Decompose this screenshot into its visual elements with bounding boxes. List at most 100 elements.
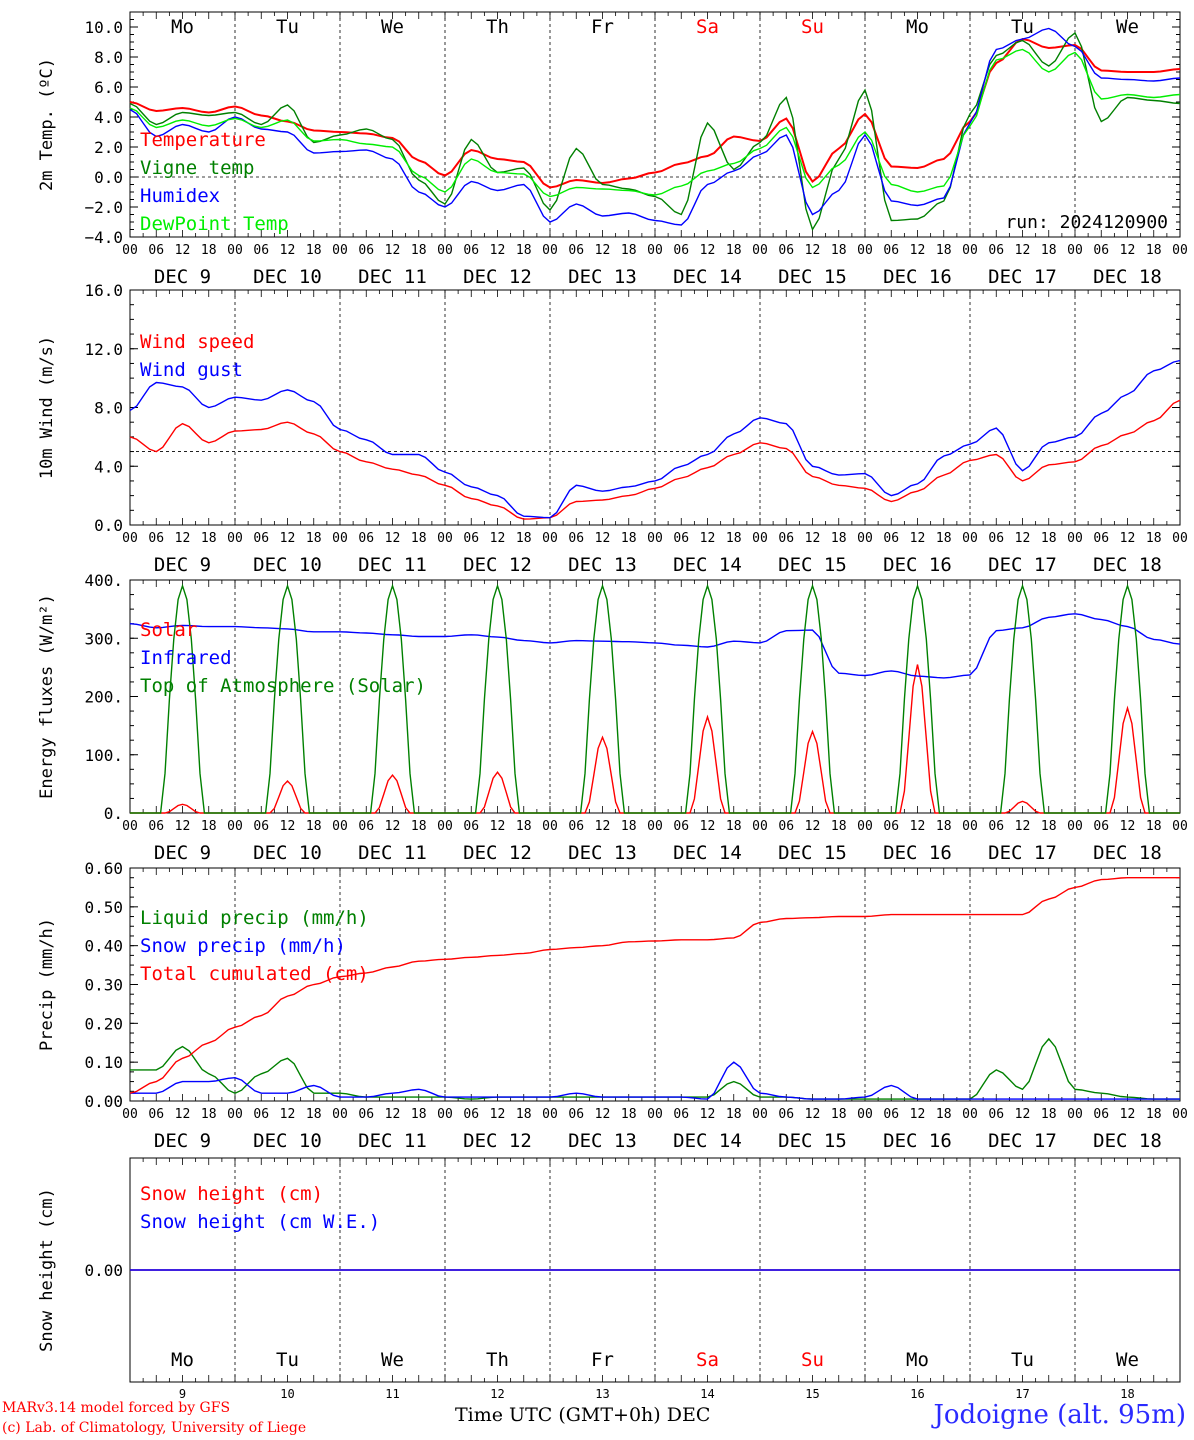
day-label: DEC 15 xyxy=(778,842,847,864)
hour-tick-label: 18 xyxy=(621,531,637,546)
hour-tick-label: 12 xyxy=(1015,531,1031,546)
panel-1: −4.0 −2.0 0.0 2.0 4.0 6.0 8.0 10.0 2m Temp. (ºC)… xyxy=(37,11,1188,288)
hour-tick-label: 18 xyxy=(1146,243,1162,258)
hour-tick-label: 00 xyxy=(227,819,243,834)
hour-tick-label: 12 xyxy=(910,1107,926,1122)
weekday-label-top: Tu xyxy=(276,16,299,38)
day-label: DEC 18 xyxy=(1093,554,1162,576)
day-label: DEC 10 xyxy=(253,1130,322,1152)
hour-tick-label: 06 xyxy=(1093,243,1109,258)
hour-tick-label: 12 xyxy=(280,243,296,258)
hour-tick-label: 06 xyxy=(778,531,794,546)
hour-tick-label: 06 xyxy=(358,531,374,546)
model-credit: MARv3.14 model forced by GFS xyxy=(2,1400,231,1416)
day-label: DEC 10 xyxy=(253,266,322,288)
hour-tick-label: 12 xyxy=(700,243,716,258)
station-name: Jodoigne (alt. 95m) xyxy=(933,1400,1186,1430)
hour-tick-label: 18 xyxy=(726,1107,742,1122)
hour-tick-label: 00 xyxy=(437,1107,453,1122)
day-label: DEC 12 xyxy=(463,554,532,576)
hour-tick-label: 06 xyxy=(1093,819,1109,834)
hour-tick-label: 00 xyxy=(647,243,663,258)
y-tick-label: 0.50 xyxy=(84,898,123,917)
hour-tick-label: 18 xyxy=(1041,243,1057,258)
day-label: DEC 11 xyxy=(358,1130,427,1152)
hour-tick-label: 00 xyxy=(332,819,348,834)
day-label: DEC 14 xyxy=(673,1130,742,1152)
hour-tick-label: 00 xyxy=(437,531,453,546)
day-label: DEC 16 xyxy=(883,1130,952,1152)
day-label: DEC 15 xyxy=(778,554,847,576)
weekday-label-bottom: Fr xyxy=(591,1349,614,1371)
hour-tick-label: 12 xyxy=(595,243,611,258)
hour-tick-label: 06 xyxy=(463,531,479,546)
weekday-label-bottom: Mo xyxy=(906,1349,929,1371)
hour-tick-label: 18 xyxy=(1146,1107,1162,1122)
hour-tick-label: 18 xyxy=(306,1107,322,1122)
hour-tick-label: 06 xyxy=(1093,531,1109,546)
y-tick-label: 2.0 xyxy=(94,138,123,157)
series-line-snow-precip-mm-h- xyxy=(130,1061,1180,1100)
hour-tick-label: 00 xyxy=(227,531,243,546)
hour-tick-label: 12 xyxy=(805,243,821,258)
weekday-label-top: Mo xyxy=(906,16,929,38)
hour-tick-label: 00 xyxy=(962,531,978,546)
hour-tick-label: 00 xyxy=(1172,819,1188,834)
y-axis-label: 2m Temp. (ºC) xyxy=(37,58,57,191)
hour-tick-label: 00 xyxy=(857,1107,873,1122)
weekday-label-bottom: Su xyxy=(801,1349,824,1371)
hour-tick-label: 00 xyxy=(857,819,873,834)
hour-tick-label: 06 xyxy=(463,1107,479,1122)
day-label: DEC 9 xyxy=(154,1130,211,1152)
day-label: DEC 15 xyxy=(778,266,847,288)
hour-tick-label: 12 xyxy=(700,531,716,546)
hour-tick-label: 18 xyxy=(201,1107,217,1122)
weekday-label-top: Th xyxy=(486,16,509,38)
hour-tick-label: 12 xyxy=(1120,531,1136,546)
y-tick-label: 0.30 xyxy=(84,976,123,995)
y-tick-label: −2.0 xyxy=(84,198,123,217)
weekday-label-top: We xyxy=(381,16,404,38)
day-label: DEC 9 xyxy=(154,842,211,864)
hour-tick-label: 18 xyxy=(201,819,217,834)
hour-tick-label: 12 xyxy=(385,819,401,834)
weekday-label-top: Tu xyxy=(1011,16,1034,38)
hour-tick-label: 06 xyxy=(568,243,584,258)
weekday-label-bottom: Th xyxy=(486,1349,509,1371)
hour-tick-label: 18 xyxy=(516,819,532,834)
y-tick-label: 0.20 xyxy=(84,1014,123,1033)
panel-4: 0.00 0.10 0.20 0.30 0.40 0.50 0.60 Precip (mm/h… xyxy=(37,859,1188,1152)
hour-tick-label: 00 xyxy=(752,531,768,546)
hour-tick-label: 12 xyxy=(490,531,506,546)
hour-tick-label: 18 xyxy=(516,243,532,258)
hour-tick-label: 06 xyxy=(778,243,794,258)
y-tick-label: 12.0 xyxy=(84,340,123,359)
hour-tick-label: 12 xyxy=(910,243,926,258)
y-axis-label: 10m Wind (m/s) xyxy=(37,336,57,479)
hour-tick-label: 00 xyxy=(122,531,138,546)
hour-tick-label: 00 xyxy=(857,531,873,546)
legend-entry: Humidex xyxy=(140,185,220,207)
day-label: DEC 15 xyxy=(778,1130,847,1152)
hour-tick-label: 00 xyxy=(752,819,768,834)
hour-tick-label: 00 xyxy=(437,243,453,258)
hour-tick-label: 12 xyxy=(1015,1107,1031,1122)
hour-tick-label: 00 xyxy=(542,1107,558,1122)
hour-tick-label: 12 xyxy=(910,531,926,546)
hour-tick-label: 18 xyxy=(726,819,742,834)
hour-tick-label: 18 xyxy=(201,243,217,258)
hour-tick-label: 12 xyxy=(595,819,611,834)
legend-entry: Solar xyxy=(140,619,197,641)
plot-frame xyxy=(129,11,1181,238)
hour-tick-label: 12 xyxy=(1120,819,1136,834)
hour-tick-label: 00 xyxy=(962,819,978,834)
hour-tick-label: 06 xyxy=(883,243,899,258)
day-label: DEC 17 xyxy=(988,1130,1057,1152)
hour-tick-label: 06 xyxy=(358,819,374,834)
hour-tick-label: 12 xyxy=(1015,819,1031,834)
hour-tick-label: 00 xyxy=(122,243,138,258)
weekday-label-bottom: Tu xyxy=(1011,1349,1034,1371)
hour-tick-label: 18 xyxy=(831,819,847,834)
hour-tick-label: 06 xyxy=(988,531,1004,546)
